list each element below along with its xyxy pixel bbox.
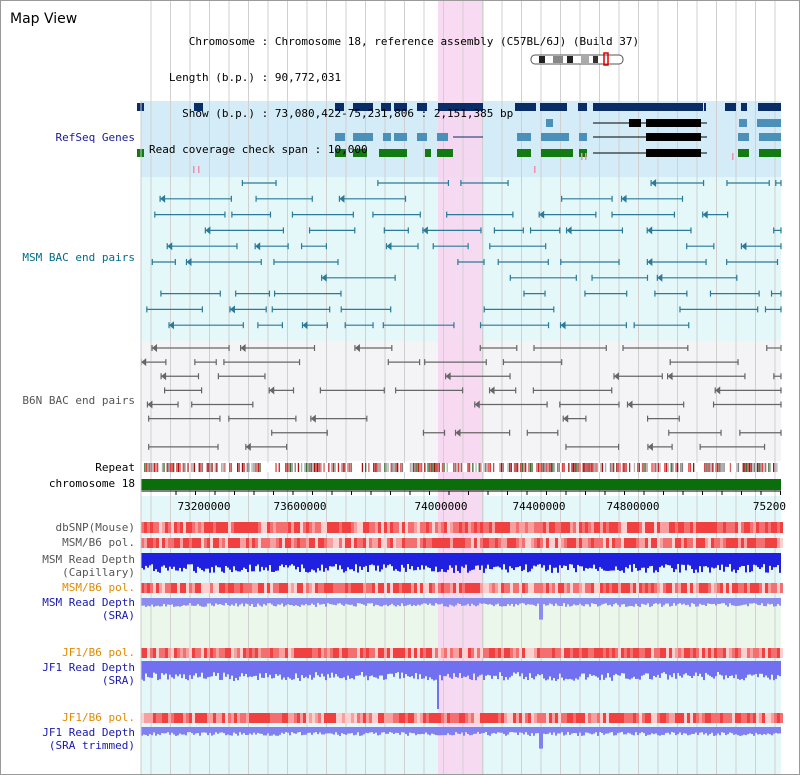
track-label-msm-depth-sra-sub: (SRA) bbox=[101, 609, 135, 622]
axis-tick-label: 74400000 bbox=[513, 500, 566, 513]
msm-bac-track[interactable] bbox=[146, 179, 782, 330]
track-label-dbsnp[interactable]: dbSNP(Mouse) bbox=[55, 521, 135, 534]
axis-tick-label: 74000000 bbox=[415, 500, 468, 513]
chromosome-info: Chromosome : Chromosome 18, reference as… bbox=[149, 35, 640, 156]
axis-tick-label: 74800000 bbox=[607, 500, 660, 513]
track-label-chromosome[interactable]: chromosome 18 bbox=[48, 477, 135, 490]
track-label-refseq[interactable]: RefSeq Genes bbox=[55, 131, 135, 144]
track-label-msm-b6-pol-2[interactable]: MSM/B6 pol. bbox=[62, 581, 135, 594]
page-title: Map View bbox=[10, 11, 78, 27]
show-value: 73,080,422-75,231,806 : 2,151,385 bp bbox=[274, 107, 514, 120]
axis-tick-label: 73200000 bbox=[178, 500, 231, 513]
track-label-jf1-depth-sra-sub: (SRA) bbox=[101, 674, 135, 687]
track-label-msm-depth-sra[interactable]: MSM Read Depth bbox=[42, 596, 135, 609]
coverage-label: Read coverage check span bbox=[149, 143, 308, 156]
track-label-jf1-depth-trimmed-sub: (SRA trimmed) bbox=[48, 739, 135, 752]
chromosome-bar[interactable] bbox=[141, 479, 781, 490]
polymorphism-tracks[interactable] bbox=[141, 522, 783, 723]
track-label-jf1-depth-sra[interactable]: JF1 Read Depth bbox=[42, 661, 135, 674]
track-label-jf1-b6-pol-2[interactable]: JF1/B6 pol. bbox=[62, 711, 135, 724]
axis-tick-label: 73600000 bbox=[274, 500, 327, 513]
track-label-jf1-depth-trimmed[interactable]: JF1 Read Depth bbox=[42, 726, 135, 739]
repeat-track[interactable] bbox=[141, 463, 781, 472]
chromosome-label: Chromosome bbox=[188, 35, 255, 48]
b6n-bac-track[interactable] bbox=[140, 344, 782, 451]
axis-tick-label: 75200 bbox=[753, 500, 786, 513]
highlight-region[interactable] bbox=[438, 1, 484, 775]
chromosome-value: Chromosome 18, reference assembly (C57BL… bbox=[274, 35, 640, 48]
length-value: 90,772,031 bbox=[274, 71, 342, 84]
track-label-msm-depth-capillary-sub: (Capillary) bbox=[62, 566, 135, 579]
track-label-msm-bac[interactable]: MSM BAC end pairs bbox=[22, 251, 135, 264]
chromosome-ideogram[interactable] bbox=[530, 52, 624, 66]
read-depth-tracks[interactable] bbox=[141, 553, 781, 749]
coverage-value: 10,000 bbox=[327, 143, 368, 156]
track-label-b6n-bac[interactable]: B6N BAC end pairs bbox=[22, 394, 135, 407]
length-label: Length (b.p.) bbox=[168, 71, 255, 84]
show-label: Show (b.p.) bbox=[182, 107, 255, 120]
track-label-msm-depth-capillary[interactable]: MSM Read Depth bbox=[42, 553, 135, 566]
track-label-repeat[interactable]: Repeat bbox=[95, 461, 135, 474]
bp-axis: 73200000 73600000 74000000 74400000 74800000… bbox=[141, 490, 786, 513]
vertical-gridlines bbox=[150, 1, 776, 774]
track-label-jf1-b6-pol-1[interactable]: JF1/B6 pol. bbox=[62, 646, 135, 659]
track-label-msm-b6-pol-1[interactable]: MSM/B6 pol. bbox=[62, 536, 135, 549]
